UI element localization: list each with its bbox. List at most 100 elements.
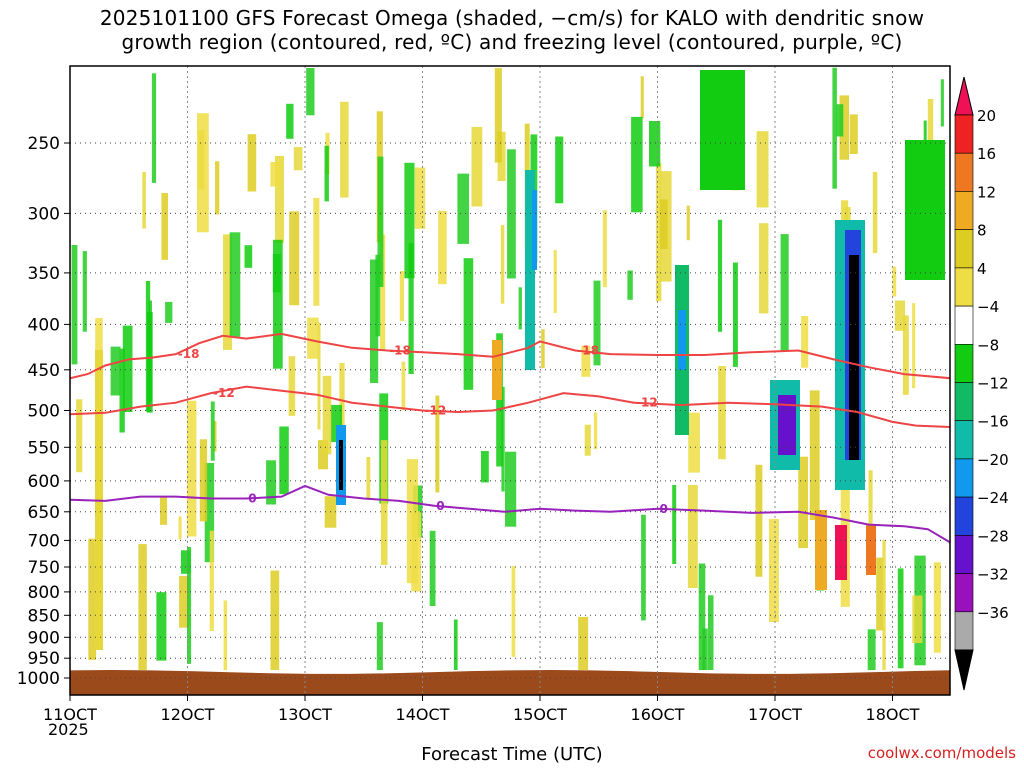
omega-shade-cell — [380, 440, 388, 565]
omega-shade-cell — [718, 366, 726, 460]
colorbar-segment — [954, 573, 974, 613]
colorbar-segment — [954, 152, 974, 192]
omega-shade-cell — [179, 576, 190, 628]
omega-shade-cell — [553, 250, 557, 313]
contour-line — [70, 385, 950, 429]
omega-shade-cell — [366, 457, 371, 499]
omega-shade-cell — [399, 271, 405, 322]
omega-shade-cell — [511, 566, 516, 657]
omega-shade-cell — [780, 234, 789, 352]
omega-shade-cell — [215, 161, 220, 215]
title-line-1: 2025101100 GFS Forecast Omega (shaded, −… — [99, 6, 925, 30]
omega-shade-cell — [649, 121, 661, 167]
contour-label: -18 — [577, 344, 599, 358]
omega-shade-cell — [698, 563, 706, 670]
colorbar-segment — [954, 343, 974, 383]
x-tick-label: 14OCT — [396, 705, 450, 724]
omega-feature — [866, 525, 876, 575]
omega-shade-cell — [313, 197, 320, 306]
omega-shade-cell — [429, 530, 436, 606]
omega-feature — [678, 310, 686, 370]
colorbar-segment — [954, 267, 974, 307]
omega-feature — [492, 340, 502, 400]
contour-line — [70, 332, 950, 380]
omega-shade-cell — [494, 68, 502, 163]
y-tick-label: 650 — [28, 503, 60, 523]
colorbar-label: −36 — [977, 604, 1009, 622]
colorbar-segment — [954, 382, 974, 422]
omega-shade-cell — [894, 300, 906, 331]
omega-shade-cell — [380, 234, 386, 350]
omega-shade-cell — [627, 270, 633, 300]
omega-shade-cell — [286, 103, 294, 139]
x-tick-label: 15OCT — [513, 705, 567, 724]
colorbar-label: 8 — [977, 222, 987, 240]
omega-shade-cell — [209, 530, 214, 631]
colorbar-segment — [954, 420, 974, 460]
credit-link[interactable]: coolwx.com/models — [867, 744, 1016, 762]
omega-shade-cell — [892, 266, 897, 297]
omega-shade-cell — [759, 223, 769, 314]
y-tick-label: 850 — [28, 606, 60, 626]
x-tick-label: 13OCT — [278, 705, 332, 724]
colorbar-segment — [954, 496, 974, 536]
omega-shade-cell — [541, 329, 545, 369]
omega-shade-cell — [902, 315, 909, 395]
omega-shade-cell — [481, 451, 489, 483]
omega-shade-cell — [702, 628, 708, 670]
y-tick-label: 300 — [28, 204, 60, 224]
omega-shade-cell — [505, 451, 517, 527]
colorbar-top-arrow — [954, 76, 974, 116]
colorbar-label: −8 — [977, 336, 999, 354]
omega-shade-cell — [801, 316, 809, 368]
plot-frame — [69, 65, 951, 696]
omega-shade-cell — [178, 516, 182, 540]
x-axis: 11OCT 12OCT 13OCT 14OCT 15OCT 16OCT 17OCT 18OCT — [43, 695, 920, 724]
omega-shade-cell — [376, 622, 383, 670]
colorbar-label: 16 — [977, 145, 996, 163]
colorbar-label: −24 — [977, 489, 1009, 507]
omega-shade-cell — [165, 301, 173, 323]
omega-shade-cell — [197, 113, 209, 233]
omega-shade-cell — [435, 395, 440, 493]
contour-label: 0 — [248, 492, 256, 506]
omega-shade-cell — [204, 463, 215, 563]
omega-shade-cell — [322, 375, 332, 455]
omega-shade-cell — [414, 167, 426, 229]
omega-shade-cell — [686, 205, 690, 241]
omega-shade-cell — [518, 287, 522, 330]
omega-shade-cell — [270, 162, 281, 187]
y-tick-label: 500 — [28, 402, 60, 422]
omega-feature — [835, 525, 847, 580]
y-tick-label: 900 — [28, 628, 60, 648]
omega-shade-cell — [578, 616, 589, 670]
colorbar-label: 20 — [977, 107, 996, 125]
contour-label: 0 — [660, 502, 668, 516]
omega-shade-cell — [406, 459, 418, 584]
omega-shade-cell — [688, 412, 700, 473]
omega-shade-cell — [318, 440, 328, 470]
omega-shade-cell — [631, 116, 643, 213]
contour-label: -12 — [425, 404, 447, 418]
omega-shade-cell — [687, 485, 698, 588]
omega-shade-cell — [933, 562, 941, 653]
colorbar-segment — [954, 535, 974, 574]
omega-shade-cell — [593, 412, 598, 450]
y-tick-label: 550 — [28, 438, 60, 458]
omega-feature — [700, 70, 745, 190]
omega-shade-cell — [244, 245, 253, 268]
contour-label: 0 — [436, 499, 444, 513]
colorbar-segment — [954, 458, 974, 498]
omega-shade-cell — [293, 147, 303, 171]
y-tick-label: 950 — [28, 649, 60, 669]
omega-shade-cell — [868, 470, 873, 572]
omega-shade-cell — [940, 79, 944, 127]
colorbar-label: −20 — [977, 451, 1009, 469]
omega-shade-cell — [882, 540, 886, 670]
colorbar-label: 12 — [977, 183, 996, 201]
omega-shade-cell — [593, 280, 601, 366]
title-line-2: growth region (contoured, red, ºC) and f… — [121, 30, 903, 54]
omega-shade-cell — [809, 390, 820, 520]
contour-label: -18 — [178, 347, 200, 361]
omega-shade-cell — [223, 234, 233, 350]
